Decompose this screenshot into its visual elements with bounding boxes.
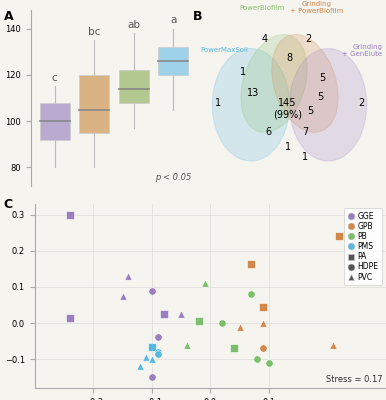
Point bbox=[184, 342, 190, 348]
Text: 1: 1 bbox=[284, 142, 291, 152]
Point bbox=[231, 345, 237, 352]
Point bbox=[196, 318, 202, 324]
Text: 4: 4 bbox=[261, 34, 267, 44]
Bar bbox=[79, 75, 109, 133]
Point bbox=[137, 363, 143, 370]
Text: 7: 7 bbox=[302, 127, 308, 137]
Text: 2: 2 bbox=[358, 98, 364, 108]
Text: 5: 5 bbox=[319, 73, 325, 83]
Text: C: C bbox=[4, 198, 13, 211]
Text: 145
(99%): 145 (99%) bbox=[273, 98, 302, 120]
Point bbox=[178, 311, 184, 317]
Legend: GGE, GPB, PB, PMS, PA, HDPE, PVC: GGE, GPB, PB, PMS, PA, HDPE, PVC bbox=[344, 208, 382, 285]
Bar bbox=[40, 103, 69, 140]
Ellipse shape bbox=[290, 48, 367, 161]
Text: a: a bbox=[170, 15, 176, 25]
Text: 1: 1 bbox=[302, 152, 308, 162]
Ellipse shape bbox=[212, 48, 290, 161]
Text: 8: 8 bbox=[286, 53, 293, 63]
Point bbox=[125, 273, 132, 279]
Point bbox=[219, 320, 225, 326]
Text: PowerMaxSoil: PowerMaxSoil bbox=[201, 48, 249, 54]
Text: bc: bc bbox=[88, 27, 100, 37]
Ellipse shape bbox=[272, 34, 338, 132]
Point bbox=[161, 311, 167, 317]
Point bbox=[336, 233, 342, 240]
Point bbox=[67, 314, 73, 321]
Point bbox=[237, 324, 243, 330]
Text: 6: 6 bbox=[265, 127, 271, 137]
Text: 5: 5 bbox=[317, 92, 323, 102]
Point bbox=[260, 304, 266, 310]
Bar bbox=[158, 47, 188, 75]
Point bbox=[154, 349, 161, 355]
Text: A: A bbox=[4, 10, 14, 23]
Point bbox=[201, 280, 208, 286]
Point bbox=[260, 345, 266, 352]
Text: ab: ab bbox=[127, 20, 140, 30]
Point bbox=[248, 260, 254, 267]
Point bbox=[149, 287, 155, 294]
Text: 5: 5 bbox=[308, 106, 314, 116]
Text: Stress = 0.17: Stress = 0.17 bbox=[326, 375, 383, 384]
Text: 1: 1 bbox=[215, 98, 221, 108]
Text: 13: 13 bbox=[247, 88, 259, 98]
Point bbox=[154, 350, 161, 357]
Text: Grinding
+ PowerBiofilm: Grinding + PowerBiofilm bbox=[290, 1, 343, 14]
Text: B: B bbox=[193, 10, 203, 23]
Text: p < 0.05: p < 0.05 bbox=[156, 174, 192, 182]
Point bbox=[149, 356, 155, 362]
Point bbox=[248, 291, 254, 297]
Text: 1: 1 bbox=[240, 67, 246, 77]
Point bbox=[154, 334, 161, 341]
Point bbox=[254, 356, 260, 362]
Point bbox=[266, 360, 272, 366]
Text: PowerBiofilm: PowerBiofilm bbox=[240, 5, 285, 11]
Point bbox=[120, 293, 126, 299]
Point bbox=[260, 320, 266, 326]
Text: 2: 2 bbox=[306, 34, 312, 44]
Point bbox=[149, 343, 155, 350]
Point bbox=[143, 354, 149, 360]
Text: c: c bbox=[52, 73, 58, 83]
Point bbox=[149, 374, 155, 380]
Point bbox=[67, 212, 73, 218]
Bar bbox=[119, 70, 149, 103]
Ellipse shape bbox=[241, 34, 307, 132]
Point bbox=[330, 342, 337, 348]
Text: Grinding
+ GenElute: Grinding + GenElute bbox=[342, 44, 382, 57]
